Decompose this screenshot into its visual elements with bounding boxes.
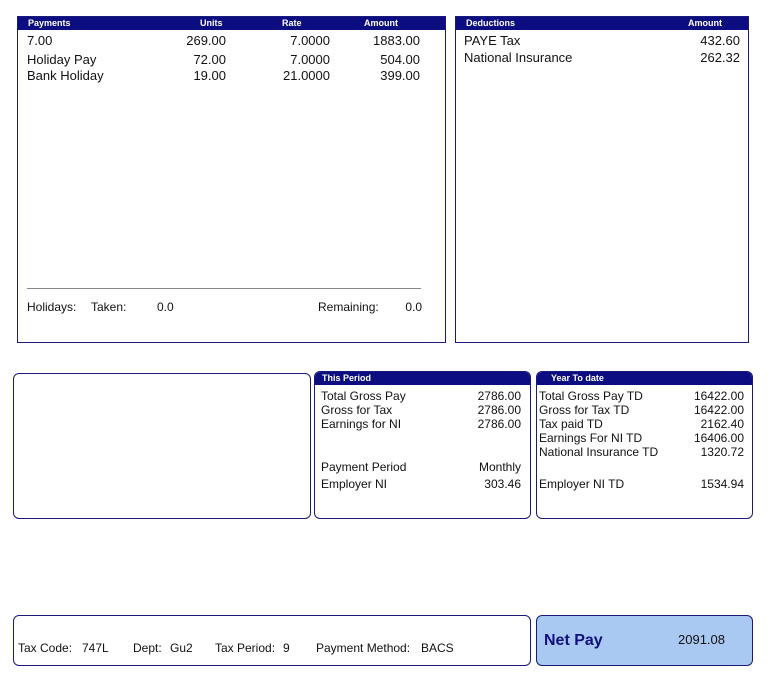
dept-label: Dept:: [133, 641, 162, 655]
ytd-header: Year To date: [537, 372, 752, 385]
ytd-value: 1534.94: [700, 477, 744, 491]
ytd-label: National Insurance TD: [539, 445, 659, 459]
holidays-label: Holidays:: [27, 300, 77, 314]
amount-header: Amount: [364, 18, 398, 28]
payment-method-label: Payment Method:: [316, 641, 411, 655]
net-pay-label: Net Pay: [544, 632, 603, 649]
payment-units: 72.00: [193, 52, 226, 67]
payments-panel: Payments Units Rate Amount 7.00 269.00 7…: [17, 16, 446, 343]
payment-amount: 504.00: [380, 52, 420, 67]
payment-method-value: BACS: [421, 641, 454, 655]
holidays-taken-value: 0.0: [157, 300, 174, 314]
dept-value: Gu2: [170, 641, 193, 655]
period-value: 2786.00: [477, 403, 521, 417]
this-period-panel: This Period Total Gross Pay 2786.00 Gros…: [314, 371, 531, 519]
ytd-label: Employer NI TD: [539, 477, 625, 491]
ytd-value: 1320.72: [700, 445, 744, 459]
year-to-date-panel: Year To date Total Gross Pay TD 16422.00…: [536, 371, 753, 519]
tax-code-value: 747L: [82, 641, 109, 655]
payment-rate: 7.0000: [290, 52, 330, 67]
period-value: 303.46: [484, 477, 521, 491]
tax-period-value: 9: [283, 641, 290, 655]
this-period-title: This Period: [322, 373, 372, 383]
deduction-desc: National Insurance: [464, 50, 573, 65]
ytd-value: 2162.40: [700, 417, 744, 431]
payment-rate: 7.0000: [290, 33, 330, 48]
payment-rate: 21.0000: [283, 68, 330, 83]
payment-desc: 7.00: [27, 33, 53, 48]
this-period-header: This Period: [315, 372, 530, 385]
ytd-label: Earnings For NI TD: [539, 431, 643, 445]
payments-title: Payments: [28, 18, 71, 28]
period-value: Monthly: [478, 460, 521, 474]
ytd-title: Year To date: [551, 373, 604, 383]
period-value: 2786.00: [477, 389, 521, 403]
ytd-value: 16422.00: [693, 403, 744, 417]
period-label: Employer NI: [321, 477, 388, 491]
holidays-remaining-label: Remaining:: [318, 300, 379, 314]
ytd-label: Tax paid TD: [539, 417, 603, 431]
payments-header: Payments Units Rate Amount: [18, 17, 445, 30]
holidays-remaining-value: 0.0: [405, 300, 422, 314]
payment-desc: Holiday Pay: [27, 52, 97, 67]
deductions-panel: Deductions Amount PAYE Tax 432.60 Nation…: [455, 16, 749, 343]
tax-period-label: Tax Period:: [215, 641, 276, 655]
period-label: Gross for Tax: [321, 403, 393, 417]
ytd-value: 16422.00: [693, 389, 744, 403]
holidays-taken-label: Taken:: [91, 300, 127, 314]
holidays-divider: [27, 288, 421, 289]
payment-units: 19.00: [193, 68, 226, 83]
blank-panel: [13, 373, 311, 519]
ytd-label: Gross for Tax TD: [539, 403, 630, 417]
rate-header: Rate: [282, 18, 302, 28]
payment-units: 269.00: [186, 33, 226, 48]
ytd-value: 16406.00: [693, 431, 744, 445]
ytd-label: Total Gross Pay TD: [539, 389, 643, 403]
deduction-amount: 432.60: [700, 33, 740, 48]
period-value: 2786.00: [477, 417, 521, 431]
period-label: Total Gross Pay: [321, 389, 406, 403]
payment-amount: 1883.00: [373, 33, 420, 48]
payment-desc: Bank Holiday: [27, 68, 104, 83]
footer-panel: Tax Code: 747L Dept: Gu2 Tax Period: 9 P…: [13, 615, 531, 666]
net-pay-value: 2091.08: [678, 632, 725, 647]
period-label: Payment Period: [321, 460, 407, 474]
payment-amount: 399.00: [380, 68, 420, 83]
deductions-title: Deductions: [466, 18, 516, 28]
deduction-amount: 262.32: [700, 50, 740, 65]
deductions-header: Deductions Amount: [456, 17, 748, 30]
period-label: Earnings for NI: [321, 417, 402, 431]
net-pay-panel: Net Pay 2091.08: [536, 615, 753, 666]
deductions-amount-header: Amount: [688, 18, 722, 28]
tax-code-label: Tax Code:: [18, 641, 73, 655]
units-header: Units: [200, 18, 223, 28]
deduction-desc: PAYE Tax: [464, 33, 521, 48]
